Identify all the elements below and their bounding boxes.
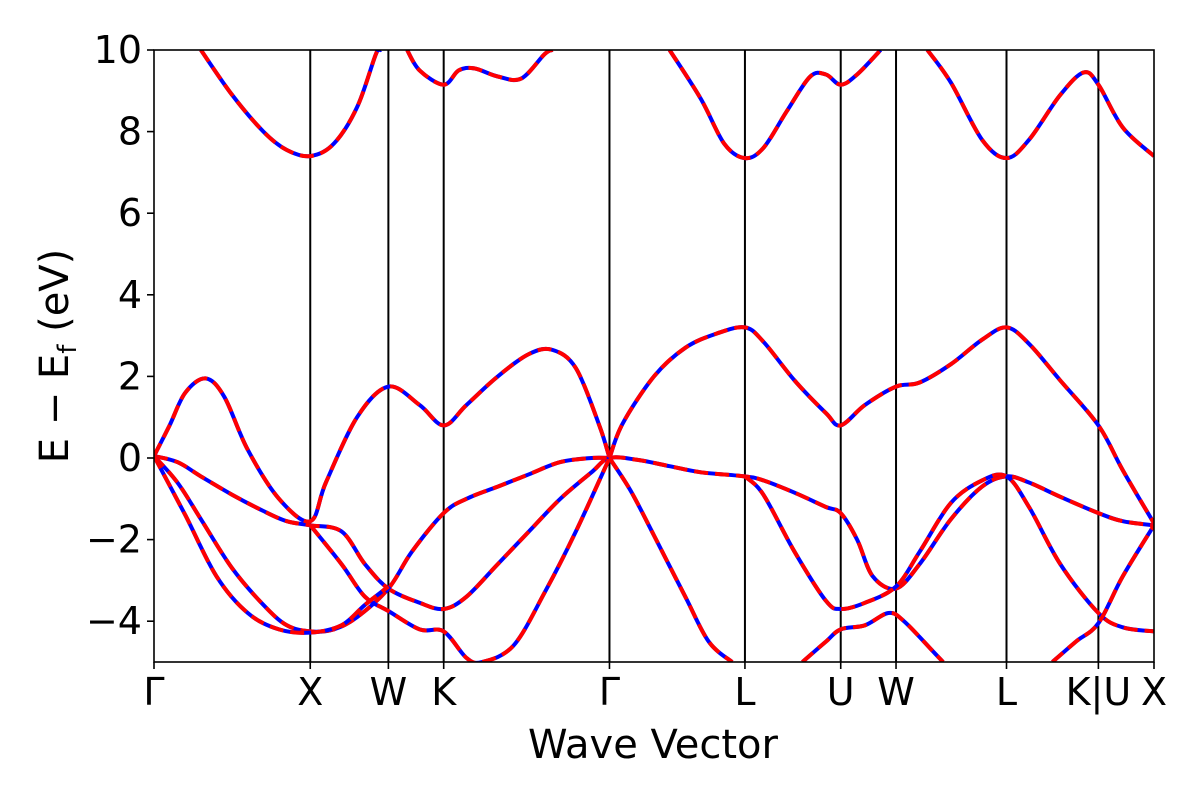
band-line-red-4 [154,455,390,635]
y-tick-label: 0 [118,436,142,480]
band-line-red-12 [667,50,883,161]
band-line-red-11 [405,50,554,87]
band-line-blue-2 [154,346,612,524]
y-tick-label: 2 [118,354,142,398]
band-line-blue-11 [405,50,554,87]
band-line-blue-9 [1051,524,1154,662]
y-tick-label: 4 [118,273,142,317]
band-line-red-7 [743,472,1154,634]
y-axis-title: E − Ef (eV) [32,249,83,464]
x-tick-label: Γ [143,670,164,714]
y-tick-label: −2 [86,518,142,562]
x-tick-label: Γ [599,670,620,714]
band-line-red-8 [801,610,945,662]
plot-area [153,49,1155,663]
x-tick-label: W [877,670,915,714]
band-line-blue-5 [607,325,1154,525]
x-tick-label: K|U [1066,670,1132,715]
band-line-red-6 [607,456,734,662]
x-tick-label: X [297,670,323,714]
band-line-red-9 [1051,524,1154,662]
y-tick-label: 8 [118,110,142,154]
band-line-red-5 [607,325,1154,525]
x-tick-label: X [1141,670,1167,714]
band-line-blue-10 [199,50,383,159]
x-tick-label: U [827,670,855,714]
x-tick-label: W [370,670,408,714]
x-tick-label: K [431,670,457,714]
y-tick-label: 6 [118,191,142,235]
plot-frame [153,49,1155,663]
y-tick-label: 10 [94,28,142,72]
x-axis-title: Wave Vector [528,722,779,768]
x-tick-label: L [734,670,755,714]
x-tick-label: L [996,670,1017,714]
y-axis-ticks: −4 −2 0 2 4 6 8 10 [86,28,154,643]
x-axis-ticks: Γ X W K Γ L U W L K|U X [143,662,1167,715]
band-line-red-3 [308,457,612,662]
band-line-red-13 [925,50,1154,161]
band-line-blue-12 [667,50,883,161]
band-line-blue-6 [607,456,734,662]
band-line-red-1 [154,454,610,634]
band-line-blue-3 [308,457,612,662]
bands [154,50,1154,662]
y-tick-label: −4 [86,599,142,643]
band-line-red-10 [199,50,383,159]
band-line-red-2 [154,346,612,524]
